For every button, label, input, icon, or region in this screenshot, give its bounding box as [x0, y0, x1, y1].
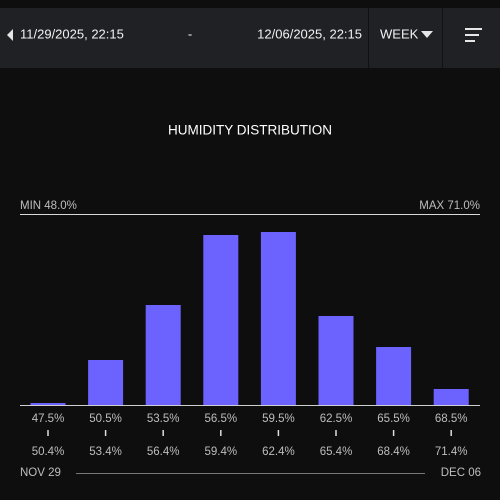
start-date[interactable]: 11/29/2025, 22:15: [20, 26, 124, 41]
bin-low-label: 53.5%: [147, 413, 180, 425]
bin-high-label: 53.4%: [89, 446, 122, 458]
chart-title: HUMIDITY DISTRIBUTION: [168, 123, 332, 138]
bar: [433, 389, 469, 405]
bin-low-label: 50.5%: [89, 413, 122, 425]
bin-high-label: 56.4%: [147, 446, 180, 458]
dropdown-arrow[interactable]: [421, 31, 433, 38]
bin-high-label: 50.4%: [32, 446, 65, 458]
date-separator: -: [188, 26, 192, 41]
min-label: MIN 48.0%: [20, 200, 77, 212]
bar: [318, 316, 354, 405]
bin-high-label: 59.4%: [204, 446, 237, 458]
header-bar: [0, 8, 500, 68]
range-end: DEC 06: [441, 467, 481, 479]
bin-low-label: 47.5%: [32, 413, 65, 425]
bin-low-label: 65.5%: [377, 413, 410, 425]
bar: [88, 360, 124, 405]
bin-low-label: 62.5%: [320, 413, 353, 425]
max-label: MAX 71.0%: [419, 200, 480, 212]
bin-low-label: 56.5%: [204, 413, 237, 425]
prev-arrow[interactable]: [7, 29, 13, 41]
range-start: NOV 29: [20, 467, 61, 479]
menu-icon[interactable]: [465, 28, 482, 42]
bar: [30, 403, 66, 405]
bin-low-label: 59.5%: [262, 413, 295, 425]
bin-high-label: 71.4%: [435, 446, 468, 458]
bar: [376, 347, 412, 405]
period-select[interactable]: WEEK: [380, 26, 419, 41]
end-date[interactable]: 12/06/2025, 22:15: [257, 26, 362, 41]
bin-high-label: 62.4%: [262, 446, 295, 458]
bin-low-label: 68.5%: [435, 413, 468, 425]
bar: [260, 232, 296, 405]
bar: [145, 305, 181, 405]
bar: [203, 235, 239, 405]
bin-high-label: 68.4%: [377, 446, 410, 458]
bin-high-label: 65.4%: [320, 446, 353, 458]
